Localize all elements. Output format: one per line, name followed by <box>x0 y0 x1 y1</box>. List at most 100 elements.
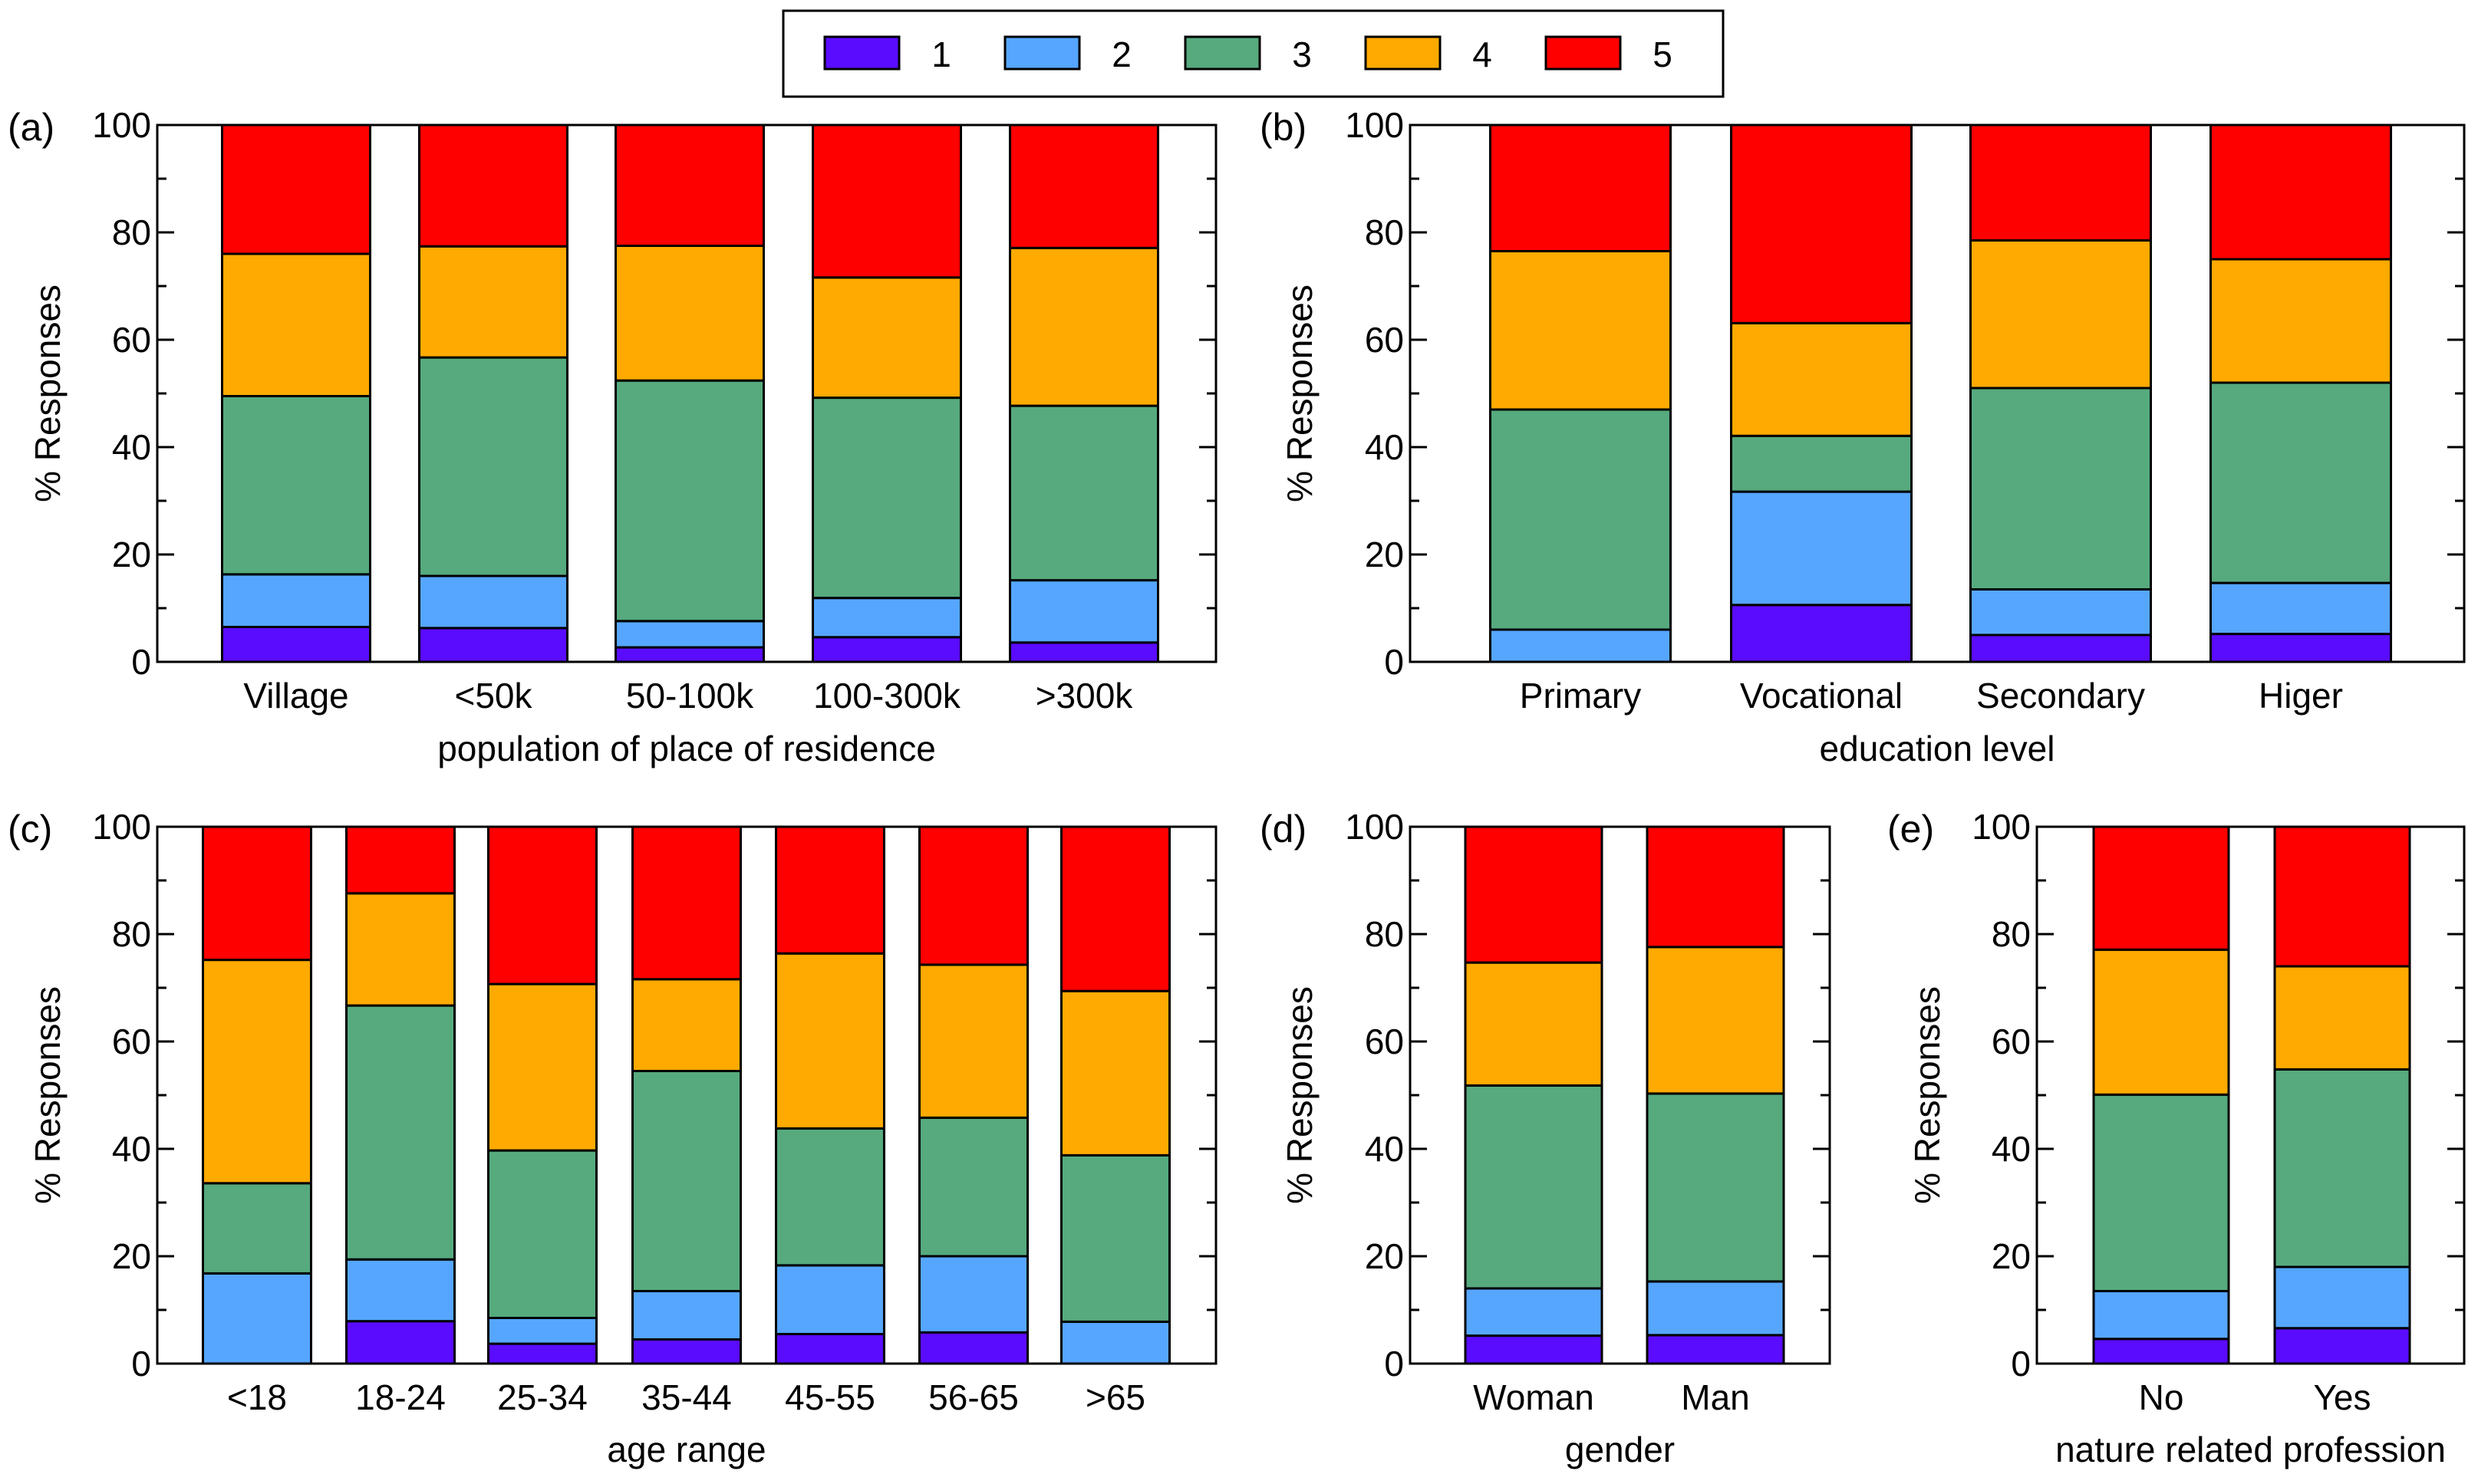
y-axis-title: % Responses <box>1907 986 1947 1204</box>
bar-segment-5-Woman <box>1464 825 1603 964</box>
bar-segment-1-35-44 <box>631 1338 742 1365</box>
bar-segment-3-18-24 <box>345 1004 456 1261</box>
x-axis-title: age range <box>607 1430 766 1469</box>
x-tick-label: <50k <box>454 676 532 716</box>
bar-segment-4-25-34 <box>487 982 598 1152</box>
bar-segment-5->300k <box>1009 123 1159 249</box>
legend-label-4: 4 <box>1472 35 1492 74</box>
y-tick-label: 100 <box>92 105 151 145</box>
bar-segment-1-Higer <box>2209 633 2392 663</box>
legend-swatch-4 <box>1364 35 1442 71</box>
x-tick-label: Higer <box>2259 676 2343 716</box>
bar-segment-3-No <box>2092 1093 2230 1293</box>
y-tick-label: 80 <box>1365 212 1404 252</box>
bar-segment-3-Yes <box>2273 1068 2411 1268</box>
bar-segment-2-Vocational <box>1730 490 1913 607</box>
y-tick-label: 80 <box>112 212 151 252</box>
y-tick-label: 100 <box>92 807 151 847</box>
panel-label: (a) <box>8 106 54 149</box>
bar-segment-2-<50k <box>418 574 568 630</box>
y-axis-title: % Responses <box>28 285 68 502</box>
bar-segment-1-50-100k <box>615 646 765 663</box>
legend-label-2: 2 <box>1112 35 1132 74</box>
bar-segment-3->300k <box>1009 404 1159 582</box>
bar-segment-2-Village <box>221 573 371 629</box>
bar-segment-5-18-24 <box>345 825 456 895</box>
bar-segment-4-45-55 <box>775 952 885 1130</box>
bar-segment-3-25-34 <box>487 1149 598 1319</box>
y-tick-label: 100 <box>1972 807 2031 847</box>
bar-segment-3-Vocational <box>1730 434 1913 493</box>
panel-label: (c) <box>8 808 52 851</box>
bar-segment-2->65 <box>1060 1320 1171 1365</box>
panel-e: 0 20 40 60 80 100 No Yes nature related professi… <box>1887 807 2466 1469</box>
bar-segment-3-45-55 <box>775 1127 885 1267</box>
bar-segment-4-Secondary <box>1969 239 2152 390</box>
x-tick-label: Yes <box>2313 1377 2371 1417</box>
x-tick-label: No <box>2139 1377 2184 1417</box>
x-tick-label: 45-55 <box>785 1377 875 1417</box>
bar-segment-4->300k <box>1009 246 1159 407</box>
x-tick-label: >65 <box>1086 1377 1145 1417</box>
bar-segment-1->300k <box>1009 641 1159 663</box>
bar-segment-4-Woman <box>1464 961 1603 1087</box>
bar-segment-5-<50k <box>418 123 568 248</box>
bar-segment-3-Higer <box>2209 381 2392 584</box>
y-axis-title: % Responses <box>1280 986 1320 1204</box>
bar-segment-1-Village <box>221 626 371 663</box>
bar-segment-2-Higer <box>2209 581 2392 636</box>
y-tick-label: 80 <box>1992 914 2031 954</box>
x-tick-label: <18 <box>227 1377 287 1417</box>
bar-segment-1-Yes <box>2273 1327 2411 1365</box>
y-tick-label: 20 <box>112 1236 151 1276</box>
bar-segment-3-Primary <box>1489 408 1672 631</box>
bar-segment-3-35-44 <box>631 1070 742 1292</box>
y-tick-label: 60 <box>112 320 151 360</box>
y-tick-label: 40 <box>1365 1129 1404 1169</box>
bar-segment-5-35-44 <box>631 825 742 981</box>
x-tick-label: 18-24 <box>355 1377 446 1417</box>
x-tick-label: 56-65 <box>928 1377 1019 1417</box>
y-tick-label: 40 <box>1365 427 1404 467</box>
bar-segment-3-<50k <box>418 356 568 577</box>
y-tick-label: 20 <box>1365 535 1404 574</box>
panel-a: 0 20 40 60 80 100 Village <50k 50-100k 100-300k >3… <box>8 105 1218 768</box>
bar-segment-4-100-300k <box>812 276 962 400</box>
x-tick-label: Man <box>1681 1377 1749 1417</box>
bar-segment-2-Woman <box>1464 1287 1603 1338</box>
bar-segment-3-Village <box>221 395 371 576</box>
bar-segment-5-Secondary <box>1969 123 2152 242</box>
bar-segment-1-Secondary <box>1969 633 2152 663</box>
bar-segment-4-Vocational <box>1730 321 1913 437</box>
bar-segment-2-50-100k <box>615 620 765 649</box>
bar-segment-4-Yes <box>2273 965 2411 1071</box>
y-tick-label: 40 <box>112 427 151 467</box>
bar-segment-1-Woman <box>1464 1334 1603 1365</box>
y-tick-label: 100 <box>1345 807 1404 847</box>
bar-segment-2-<18 <box>202 1272 312 1365</box>
x-axis-title: nature related profession <box>2055 1430 2446 1469</box>
bar-segment-5-Village <box>221 123 371 255</box>
y-axis-title: % Responses <box>28 986 68 1204</box>
bar-segment-3-56-65 <box>918 1116 1029 1258</box>
bar-segment-3-100-300k <box>812 397 962 600</box>
bar-segment-2-No <box>2092 1290 2230 1341</box>
x-tick-label: Secondary <box>1976 676 2145 716</box>
y-tick-label: 100 <box>1345 105 1404 145</box>
bar-segment-5-Man <box>1646 825 1785 949</box>
panel-label: (d) <box>1260 808 1307 851</box>
legend-swatch-5 <box>1544 35 1622 71</box>
bar-segment-4-50-100k <box>615 245 765 382</box>
bar-segment-5-No <box>2092 825 2230 951</box>
panel-label: (e) <box>1887 808 1934 851</box>
bar-segment-3-Secondary <box>1969 387 2152 591</box>
y-axis-title: % Responses <box>1280 285 1320 502</box>
y-tick-label: 0 <box>1384 642 1404 682</box>
x-tick-label: Village <box>243 676 348 716</box>
bar-segment-5-50-100k <box>615 123 765 247</box>
y-tick-label: 60 <box>1365 320 1404 360</box>
x-tick-label: 35-44 <box>641 1377 732 1417</box>
bar-segment-4-Primary <box>1489 250 1672 411</box>
bar-segment-2-Man <box>1646 1280 1785 1337</box>
